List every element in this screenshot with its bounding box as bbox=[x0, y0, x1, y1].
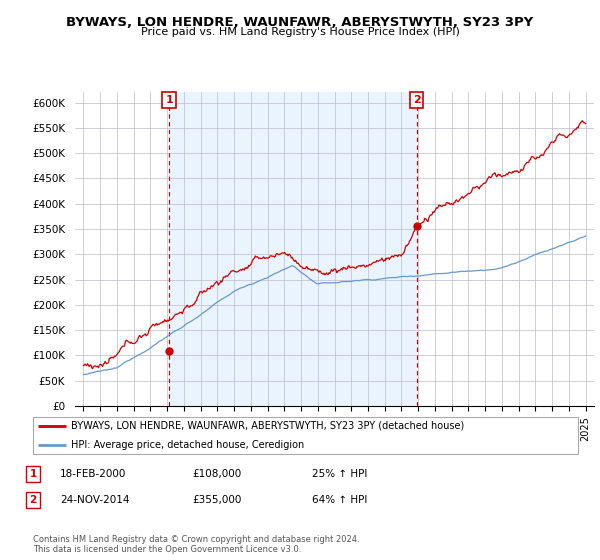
FancyBboxPatch shape bbox=[33, 417, 578, 454]
Text: Contains HM Land Registry data © Crown copyright and database right 2024.
This d: Contains HM Land Registry data © Crown c… bbox=[33, 535, 359, 554]
Text: BYWAYS, LON HENDRE, WAUNFAWR, ABERYSTWYTH, SY23 3PY: BYWAYS, LON HENDRE, WAUNFAWR, ABERYSTWYT… bbox=[67, 16, 533, 29]
Text: 2: 2 bbox=[413, 95, 421, 105]
Text: Price paid vs. HM Land Registry's House Price Index (HPI): Price paid vs. HM Land Registry's House … bbox=[140, 27, 460, 37]
Text: 64% ↑ HPI: 64% ↑ HPI bbox=[312, 495, 367, 505]
Text: 1: 1 bbox=[165, 95, 173, 105]
Text: 25% ↑ HPI: 25% ↑ HPI bbox=[312, 469, 367, 479]
Text: 24-NOV-2014: 24-NOV-2014 bbox=[60, 495, 130, 505]
Text: 1: 1 bbox=[29, 469, 37, 479]
Text: £108,000: £108,000 bbox=[192, 469, 241, 479]
Bar bbox=[169, 92, 416, 406]
Text: £355,000: £355,000 bbox=[192, 495, 241, 505]
Text: 18-FEB-2000: 18-FEB-2000 bbox=[60, 469, 127, 479]
Text: HPI: Average price, detached house, Ceredigion: HPI: Average price, detached house, Cere… bbox=[71, 440, 305, 450]
Text: BYWAYS, LON HENDRE, WAUNFAWR, ABERYSTWYTH, SY23 3PY (detached house): BYWAYS, LON HENDRE, WAUNFAWR, ABERYSTWYT… bbox=[71, 421, 464, 431]
Text: 2: 2 bbox=[29, 495, 37, 505]
